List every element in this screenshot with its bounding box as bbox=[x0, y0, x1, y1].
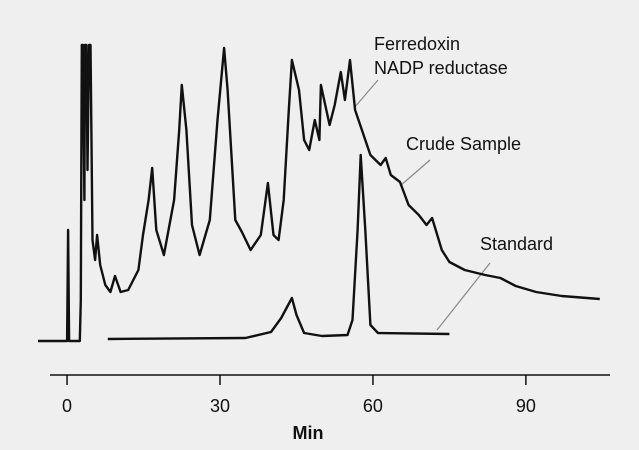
x-tick-label: 90 bbox=[516, 396, 536, 416]
x-tick-label: 0 bbox=[62, 396, 72, 416]
annotation: NADP reductase bbox=[374, 58, 508, 78]
trace bbox=[38, 43, 600, 343]
x-axis-label: Min bbox=[293, 423, 324, 443]
series-label: Crude Sample bbox=[406, 134, 521, 154]
x-tick-label: 60 bbox=[363, 396, 383, 416]
annotation: Ferredoxin bbox=[374, 34, 460, 54]
leader-line bbox=[399, 159, 431, 187]
leader-line bbox=[353, 79, 379, 109]
series-label: Standard bbox=[480, 234, 553, 254]
x-tick-label: 30 bbox=[210, 396, 230, 416]
trace bbox=[107, 153, 450, 341]
